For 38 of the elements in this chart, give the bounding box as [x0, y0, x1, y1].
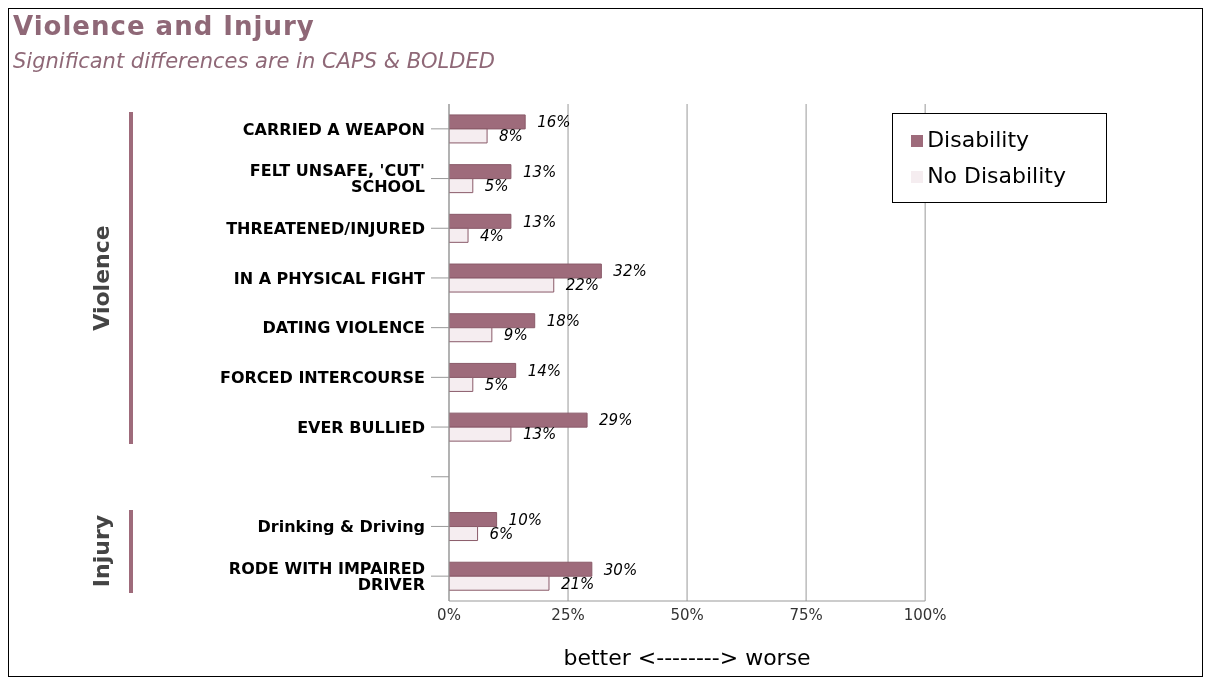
text: Violence and Injury: [13, 11, 315, 41]
legend-label: Disability: [927, 127, 1030, 152]
data-label: 13%: [522, 212, 557, 231]
x-tick-label: 75%: [789, 605, 823, 624]
data-label: 5%: [484, 176, 509, 195]
y-tick-label: FORCED INTERCOURSE: [220, 368, 425, 388]
text: Violence: [88, 225, 114, 331]
data-label: 4%: [480, 226, 504, 245]
x-tick-label: 0%: [437, 605, 461, 624]
x-tick-label: 100%: [903, 605, 947, 624]
y-tick-label: EVER BULLIED: [297, 417, 425, 437]
data-label: 32%: [613, 262, 647, 281]
data-label: 29%: [599, 411, 633, 430]
y-tick-label: RODE WITH IMPAIRED DRIVER: [228, 558, 425, 594]
data-label: 18%: [546, 312, 581, 331]
x-tick-label: 50%: [670, 605, 704, 624]
data-label: 5%: [484, 375, 509, 394]
y-tick-label: IN A PHYSICAL FIGHT: [233, 268, 426, 288]
data-label: 13%: [522, 425, 557, 444]
data-label: 21%: [560, 574, 595, 593]
y-tick-label: Drinking & Driving: [257, 517, 425, 537]
data-label: 8%: [499, 127, 523, 146]
data-label: 9%: [503, 326, 528, 345]
data-label: 22%: [565, 276, 600, 295]
x-axis-title: better <--------> worse: [563, 645, 811, 670]
data-label: 30%: [603, 560, 638, 579]
data-label: 13%: [522, 162, 557, 181]
y-tick-label: DATING VIOLENCE: [262, 318, 425, 338]
text: Significant differences are in CAPS & BOLDED: [13, 49, 495, 73]
data-label: 6%: [489, 524, 514, 543]
y-tick-label: FELT UNSAFE, 'CUT' SCHOOL: [249, 161, 425, 197]
y-tick-label: THREATENED/INJURED: [226, 218, 425, 238]
text: Injury: [88, 515, 114, 588]
x-tick-label: 25%: [551, 605, 585, 624]
data-label: 14%: [527, 361, 561, 380]
data-label: 16%: [537, 113, 571, 132]
y-tick-label: CARRIED A WEAPON: [242, 119, 425, 139]
legend-label: No Disability: [927, 163, 1066, 188]
